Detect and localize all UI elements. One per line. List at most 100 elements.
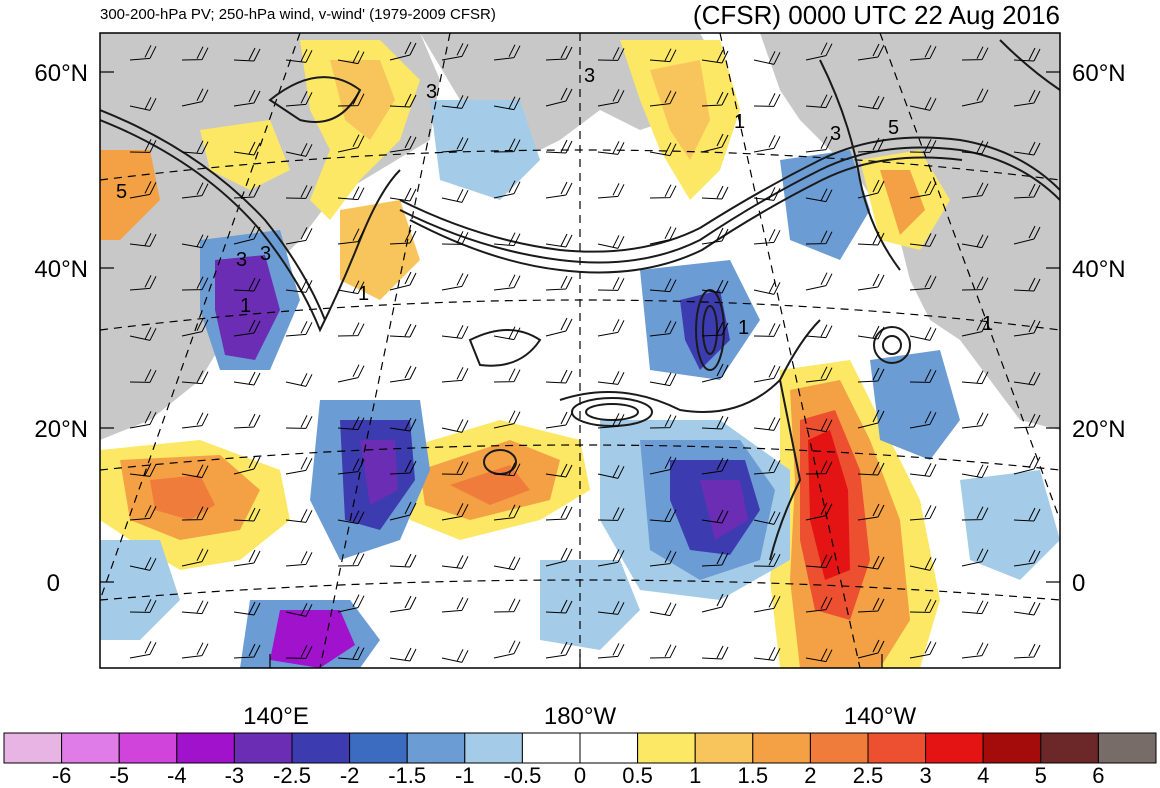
wind-barb — [649, 602, 677, 617]
wind-barb — [545, 181, 573, 199]
wind-barb — [701, 321, 729, 337]
wind-barb — [753, 553, 781, 567]
wind-barb — [493, 598, 521, 613]
wind-barb — [337, 280, 365, 295]
contour-label: 5 — [888, 117, 899, 139]
wind-barb — [649, 550, 677, 567]
wind-barb — [493, 556, 521, 571]
wind-barb — [909, 181, 937, 199]
wind-barb — [597, 89, 625, 107]
wind-barb — [597, 277, 625, 291]
colorbar-swatch — [349, 732, 408, 764]
wind-barb — [649, 48, 677, 63]
wind-barb — [129, 557, 157, 571]
wind-barb — [649, 90, 677, 107]
wind-barb — [545, 139, 573, 154]
wind-barb — [493, 232, 521, 247]
wind-barb — [441, 137, 469, 153]
wind-barb — [337, 322, 365, 337]
wind-barb — [753, 459, 781, 475]
wind-barb — [597, 235, 625, 249]
wind-barb — [805, 42, 833, 61]
lat-label-20n-right: 20°N — [1072, 416, 1126, 443]
wind-barb — [701, 415, 729, 430]
wind-barb — [909, 599, 937, 613]
map-subtitle: 300-200-hPa PV; 250-hPa wind, v-wind' (1… — [100, 6, 496, 23]
wind-barb — [1013, 455, 1041, 475]
colorbar-swatch — [1097, 732, 1157, 764]
wind-barb — [649, 508, 677, 523]
wind-barb — [233, 225, 261, 245]
colorbar-label: 2 — [804, 763, 816, 788]
wind-barb — [337, 594, 365, 613]
colorbar-swatch — [752, 732, 811, 764]
wind-barb — [597, 601, 625, 615]
wind-barb — [649, 414, 677, 429]
wind-barb — [805, 596, 833, 613]
contour-label: 3 — [426, 81, 437, 103]
wind-barb — [753, 281, 781, 295]
colorbar-swatch — [1040, 732, 1099, 764]
wind-barb — [649, 456, 677, 475]
colorbar-label: 0.5 — [622, 763, 653, 788]
wind-barb — [805, 554, 833, 569]
contour-label: 1 — [240, 295, 251, 317]
wind-barb — [857, 597, 885, 613]
wind-barb — [181, 412, 209, 429]
wind-barb — [545, 45, 573, 61]
wind-barb — [233, 507, 261, 522]
wind-barb — [389, 135, 417, 153]
wind-barb — [597, 183, 625, 199]
colorbar-swatch — [291, 732, 351, 764]
wind-barb — [805, 94, 833, 109]
wind-barb — [1013, 601, 1041, 616]
wind-barb — [441, 419, 469, 433]
wind-barb — [493, 96, 521, 111]
wind-barb — [597, 413, 625, 429]
colorbar-swatch — [3, 732, 63, 764]
lat-label-60n: 60°N — [34, 60, 88, 87]
wind-barb — [181, 234, 209, 249]
wind-barb — [909, 411, 937, 429]
wind-barb — [961, 140, 989, 155]
wind-barb — [805, 324, 833, 339]
wind-barb — [441, 189, 469, 203]
wind-barb — [337, 134, 365, 153]
wind-barb — [961, 276, 989, 291]
colorbar-swatch — [579, 732, 639, 764]
colorbar-label: -4 — [167, 763, 187, 788]
colorbar-label: -2.5 — [273, 763, 311, 788]
wind-barb — [129, 369, 157, 383]
wind-barb — [909, 327, 937, 341]
wind-barb — [753, 511, 781, 525]
wind-barb — [545, 411, 573, 429]
colorbar-label: -6 — [52, 763, 72, 788]
contour-label: 5 — [116, 181, 127, 203]
lon-label-140e: 140°E — [243, 703, 309, 730]
wind-barb — [493, 138, 521, 153]
wind-barb — [753, 51, 781, 65]
wind-barb — [337, 646, 365, 661]
wind-barb — [545, 233, 573, 248]
wind-barb — [441, 649, 469, 663]
wind-barb — [753, 229, 781, 245]
wind-barb — [389, 501, 417, 521]
wind-barbs — [129, 41, 1041, 663]
colorbar-label: 1.5 — [738, 763, 769, 788]
wind-barb — [181, 46, 209, 61]
colorbar-label: 4 — [977, 763, 989, 788]
wind-barb — [493, 274, 521, 291]
wind-barb — [597, 643, 625, 659]
wind-barb — [233, 643, 261, 659]
wind-barb — [493, 462, 521, 477]
wind-barb — [181, 182, 209, 199]
wind-barb — [389, 271, 417, 291]
wind-barb — [129, 463, 157, 477]
wind-barb — [441, 95, 469, 109]
wind-barb — [701, 509, 729, 524]
wind-barb — [389, 417, 417, 432]
wind-barb — [233, 319, 261, 337]
wind-barb — [285, 321, 313, 337]
wind-barb — [233, 89, 261, 107]
